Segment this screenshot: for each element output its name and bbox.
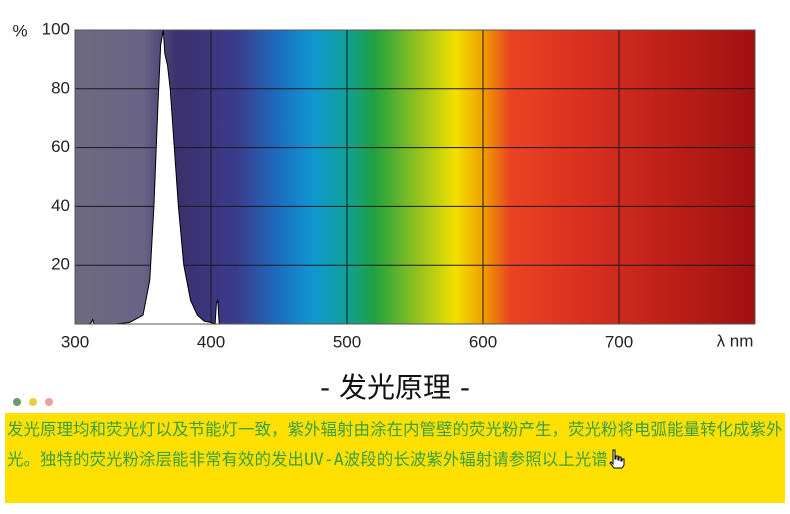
dot (29, 398, 37, 406)
y-tick-label: 60 (51, 137, 70, 156)
x-tick-label: 600 (469, 332, 497, 351)
x-tick-label: 400 (197, 332, 225, 351)
y-tick-label: 80 (51, 78, 70, 97)
y-tick-label: 100 (42, 19, 70, 38)
hand-icon (609, 449, 625, 469)
dot (45, 398, 53, 406)
x-axis-label: λ nm (717, 331, 754, 350)
x-tick-label: 700 (605, 332, 633, 351)
plot-frame (74, 29, 756, 325)
spectrum-background (75, 30, 755, 324)
x-tick-label: 500 (333, 332, 361, 351)
y-tick-label: 40 (51, 196, 70, 215)
caption-box: 发光原理均和荧光灯以及节能灯一致，紫外辐射由涂在内管壁的荧光粉产生，荧光粉将电弧… (5, 413, 785, 503)
caption: 发光原理均和荧光灯以及节能灯一致，紫外辐射由涂在内管壁的荧光粉产生，荧光粉将电弧… (7, 420, 783, 469)
dot (13, 398, 21, 406)
y-tick-label: 20 (51, 255, 70, 274)
heading: - 发光原理 - (319, 371, 470, 404)
chart: % λ nm 20 40 60 80 100 300 400 500 600 700 (12, 19, 756, 351)
x-tick-label: 300 (61, 332, 89, 351)
y-axis-label: % (12, 21, 27, 40)
